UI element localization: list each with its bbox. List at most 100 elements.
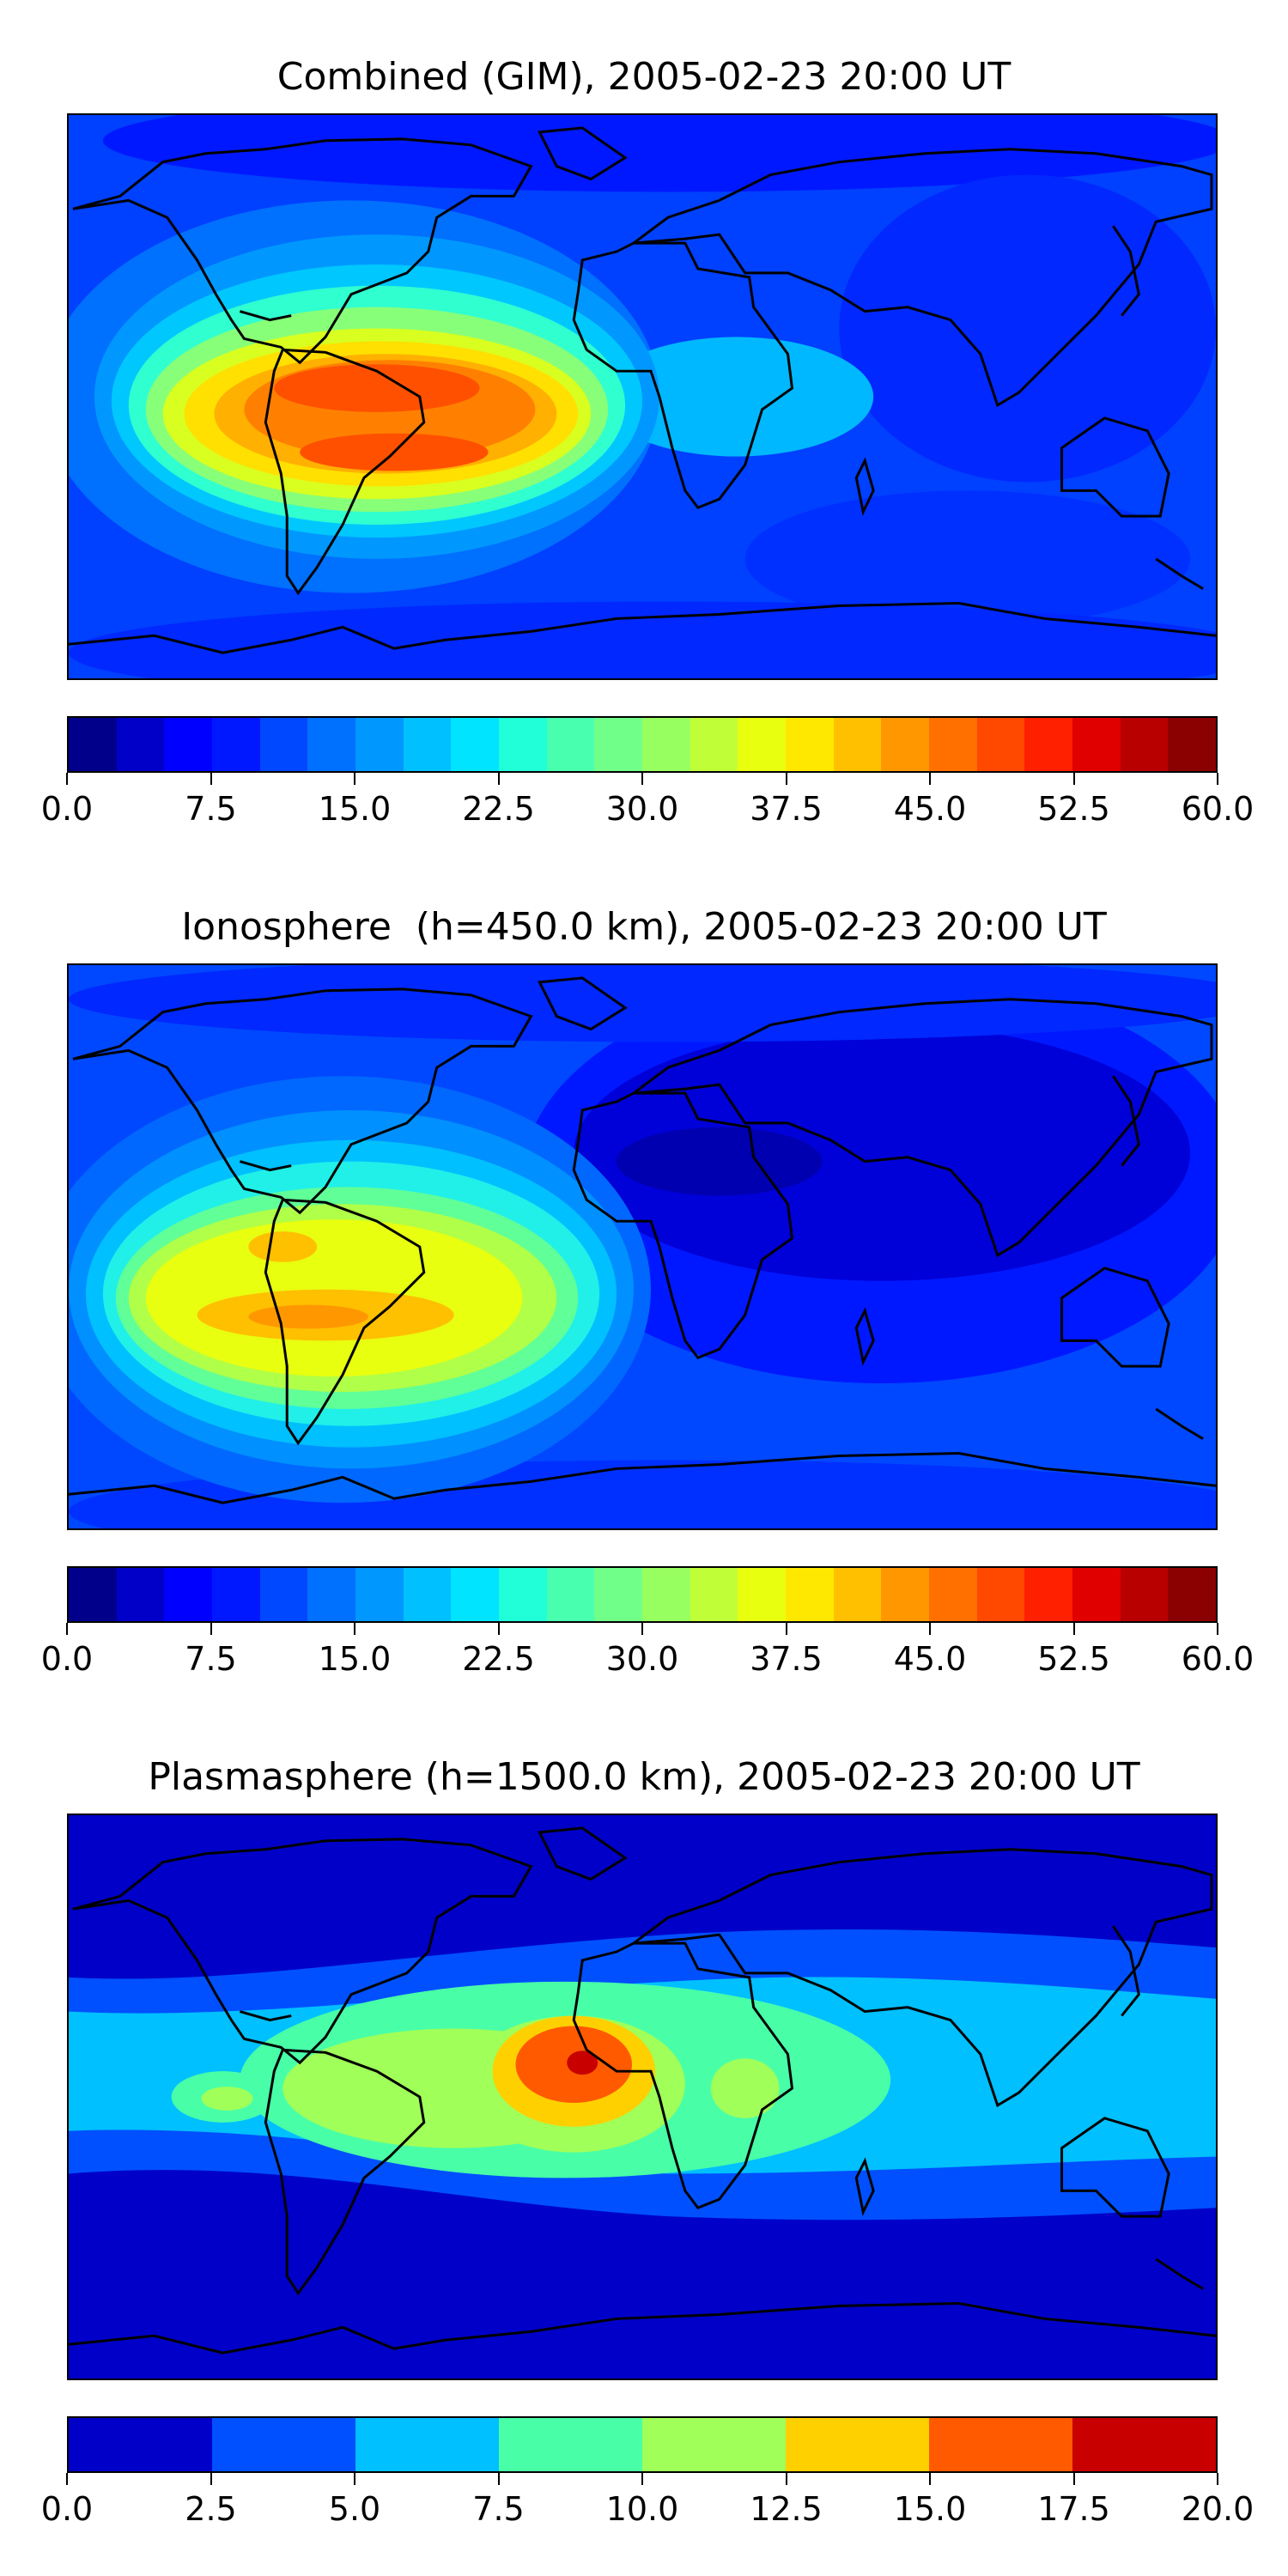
colorbar-tick-label: 52.5 [1037, 1640, 1110, 1678]
colorbar-segment [786, 718, 834, 771]
colorbar-segment [881, 718, 930, 771]
colorbar-segment [212, 1568, 260, 1621]
colorbar-tick-label: 0.0 [40, 2490, 94, 2528]
colorbar-segment [69, 718, 117, 771]
tec-map-ionosphere [67, 963, 1218, 1530]
colorbar-segment [738, 1568, 787, 1621]
map-title-ionosphere: Ionosphere (h=450.0 km), 2005-02-23 20:0… [181, 905, 1107, 949]
colorbar-segment [307, 718, 356, 771]
colorbar-tick-mark [354, 773, 355, 785]
colorbar-tick-label: 7.5 [185, 1640, 237, 1678]
colorbar-tick-label: 20.0 [1181, 2490, 1255, 2528]
colorbar-tick-mark [929, 2473, 931, 2485]
colorbar-tick-mark [641, 2473, 643, 2485]
colorbar-ticks-plasmasphere: 0.0 2.5 5.0 7.5 10.0 12.5 15.0 17.5 20.0 [41, 2473, 1254, 2528]
colorbar-tick-mark [785, 773, 787, 785]
colorbar-tick-mark [66, 1623, 68, 1635]
colorbar-tick-mark [66, 773, 68, 785]
colorbar-segment [642, 718, 690, 771]
colorbar-tick-mark [785, 2473, 787, 2485]
colorbar-tick-label: 22.5 [462, 1640, 535, 1678]
tec-map-combined-svg [69, 115, 1216, 678]
colorbar-segment [307, 1568, 356, 1621]
colorbar-tick-mark [1217, 1623, 1218, 1635]
colorbar-segment [929, 718, 977, 771]
colorbar-tick-label: 7.5 [472, 2490, 525, 2528]
colorbar-segment [738, 718, 787, 771]
colorbar-segment [403, 1568, 452, 1621]
colorbar-tick-mark [1072, 773, 1075, 785]
colorbar-tick-mark [354, 1623, 355, 1635]
colorbar-segment [1024, 718, 1073, 771]
colorbar-tick-mark [641, 773, 643, 785]
colorbar-segment [1168, 1568, 1217, 1621]
colorbar-tick-mark [929, 1623, 931, 1635]
colorbar-tick-label: 7.5 [185, 790, 237, 828]
colorbar-segment [499, 718, 547, 771]
colorbar-segment [451, 1568, 500, 1621]
map-title-plasmasphere: Plasmasphere (h=1500.0 km), 2005-02-23 2… [148, 1755, 1140, 1799]
colorbar-ticks-combined: 0.0 7.5 15.0 22.5 30.0 37.5 45.0 52.5 60.0 [41, 773, 1254, 828]
colorbar-tick-label: 2.5 [185, 2490, 237, 2528]
colorbar-segment [1120, 1568, 1169, 1621]
colorbar-segment [1024, 1568, 1073, 1621]
tec-map-plasmasphere-svg [69, 1815, 1216, 2379]
colorbar-segment [642, 2418, 786, 2471]
colorbar-segment [546, 1568, 595, 1621]
colorbar-segment [929, 1568, 977, 1621]
colorbar-tick-mark [354, 2473, 355, 2485]
colorbar-segment [69, 1568, 117, 1621]
colorbar-tick-label: 17.5 [1037, 2490, 1110, 2528]
colorbar-segment [212, 718, 260, 771]
colorbar-tick-label: 5.0 [328, 2490, 381, 2528]
colorbar-ticks-ionosphere: 0.0 7.5 15.0 22.5 30.0 37.5 45.0 52.5 60.0 [41, 1623, 1254, 1678]
colorbar-tick-mark [1072, 1623, 1075, 1635]
colorbar-segment [833, 1568, 882, 1621]
tec-map-combined [67, 113, 1218, 680]
colorbar-segment [929, 2418, 1072, 2471]
colorbar-segment [499, 2418, 642, 2471]
colorbar-segment [69, 2418, 212, 2471]
colorbar-tick-label: 30.0 [605, 790, 679, 828]
colorbar-tick-label: 60.0 [1181, 1640, 1255, 1678]
colorbar-segment [594, 1568, 643, 1621]
colorbar-combined [67, 716, 1218, 773]
colorbar-tick-mark [66, 2473, 68, 2485]
map-title-combined: Combined (GIM), 2005-02-23 20:00 UT [276, 55, 1012, 99]
colorbar-segment [1168, 718, 1217, 771]
colorbar-tick-label: 15.0 [893, 2490, 967, 2528]
colorbar-segment [1120, 718, 1169, 771]
colorbar-segment [164, 718, 213, 771]
colorbar-segment [259, 718, 308, 771]
tec-map-ionosphere-svg [69, 965, 1216, 1528]
colorbar-tick-mark [497, 1623, 500, 1635]
colorbar-segment [164, 1568, 213, 1621]
colorbar-tick-label: 0.0 [40, 790, 94, 828]
colorbar-tick-mark [1217, 773, 1218, 785]
colorbar-segment [116, 718, 165, 771]
colorbar-tick-mark [1217, 2473, 1218, 2485]
colorbar-tick-label: 45.0 [893, 1640, 967, 1678]
colorbar-segment [976, 718, 1025, 771]
colorbar-tick-mark [210, 773, 212, 785]
colorbar-segment [642, 1568, 690, 1621]
colorbar-segment [690, 1568, 738, 1621]
colorbar-tick-label: 37.5 [750, 790, 823, 828]
colorbar-segment [499, 1568, 547, 1621]
colorbar-segment [355, 1568, 404, 1621]
colorbar-tick-label: 45.0 [893, 790, 967, 828]
colorbar-segment [1072, 1568, 1121, 1621]
colorbar-segment [116, 1568, 165, 1621]
colorbar-tick-mark [497, 2473, 500, 2485]
colorbar-segment [355, 718, 404, 771]
colorbar-tick-mark [785, 1623, 787, 1635]
colorbar-tick-label: 0.0 [40, 1640, 94, 1678]
colorbar-tick-label: 52.5 [1037, 790, 1110, 828]
colorbar-segment [212, 2418, 355, 2471]
colorbar-plasmasphere [67, 2416, 1218, 2473]
colorbar-tick-label: 15.0 [318, 1640, 392, 1678]
colorbar-tick-mark [497, 773, 500, 785]
tec-map-plasmasphere [67, 1814, 1218, 2380]
colorbar-tick-label: 15.0 [318, 790, 392, 828]
colorbar-segment [976, 1568, 1025, 1621]
